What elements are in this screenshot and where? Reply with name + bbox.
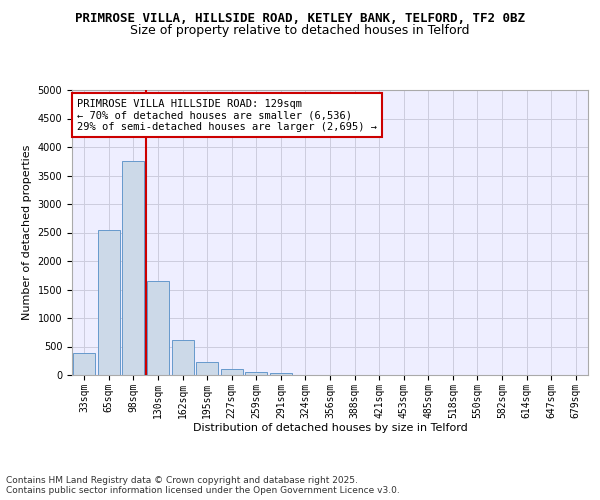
Bar: [73, 354, 95, 375]
Bar: [245, 372, 268, 375]
Text: PRIMROSE VILLA HILLSIDE ROAD: 129sqm
← 70% of detached houses are smaller (6,536: PRIMROSE VILLA HILLSIDE ROAD: 129sqm ← 7…: [77, 98, 377, 132]
Bar: [98, 230, 120, 375]
Bar: [122, 160, 145, 375]
Bar: [270, 372, 292, 375]
Y-axis label: Number of detached properties: Number of detached properties: [22, 145, 32, 320]
Text: Size of property relative to detached houses in Telford: Size of property relative to detached ho…: [130, 24, 470, 37]
Bar: [221, 370, 243, 375]
Bar: [196, 362, 218, 375]
Bar: [147, 281, 169, 375]
Bar: [172, 340, 194, 375]
X-axis label: Distribution of detached houses by size in Telford: Distribution of detached houses by size …: [193, 424, 467, 434]
Text: PRIMROSE VILLA, HILLSIDE ROAD, KETLEY BANK, TELFORD, TF2 0BZ: PRIMROSE VILLA, HILLSIDE ROAD, KETLEY BA…: [75, 12, 525, 26]
Text: Contains HM Land Registry data © Crown copyright and database right 2025.
Contai: Contains HM Land Registry data © Crown c…: [6, 476, 400, 495]
